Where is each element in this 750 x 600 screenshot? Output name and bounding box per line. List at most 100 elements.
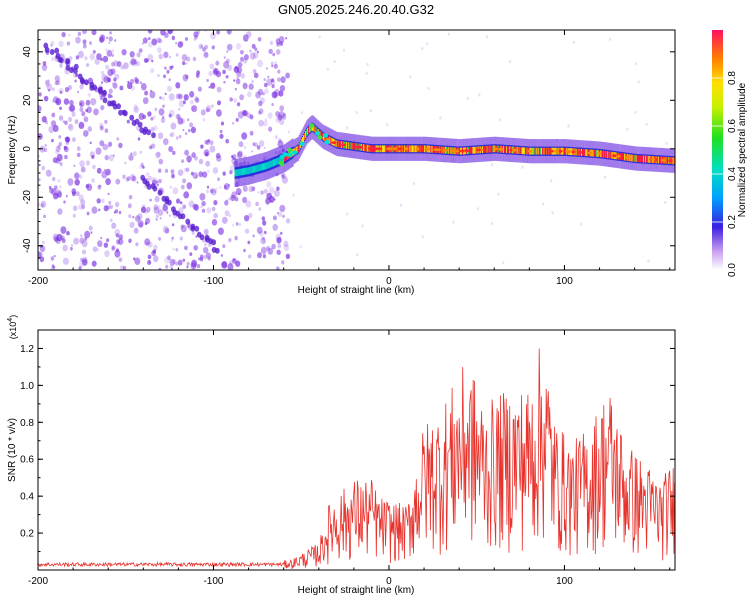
noise-point-faint [355,110,358,115]
trace-band [281,155,284,163]
noise-point [166,69,170,74]
noise-point [209,188,214,194]
noise-point [282,214,285,218]
noise-point [151,38,158,46]
trace-onset-blob [278,160,284,166]
noise-point [217,100,221,106]
noise-point [115,233,120,238]
noise-point [147,111,152,117]
noise-point [242,110,248,117]
noise-point [186,261,190,266]
trace-band [276,158,279,165]
trace-band [604,150,606,158]
streak-point [166,199,172,206]
noise-point [198,171,204,178]
noise-point [263,240,266,244]
trace-band [593,149,595,157]
noise-point [168,113,172,118]
trace-band [492,145,494,153]
noise-point [283,113,286,116]
noise-point [176,114,181,120]
trace-band [646,155,648,163]
noise-point [171,173,175,179]
noise-point [103,242,109,248]
noise-point-faint [365,71,368,75]
streak-point [146,183,152,190]
noise-point [129,174,136,181]
noise-point [183,94,189,101]
trace-band [367,144,369,152]
noise-point [192,172,198,180]
noise-point [277,114,283,121]
trace-band [583,149,585,156]
noise-point [93,108,99,116]
noise-point [130,58,137,66]
noise-point [175,113,180,119]
trace-band [250,166,252,174]
streak-point [92,84,98,91]
noise-point [51,138,54,143]
trace-band [582,149,584,156]
svg-text:(x104): (x104) [7,315,18,339]
noise-point [59,106,62,111]
noise-point [101,35,104,39]
noise-point-faint [502,261,505,265]
noise-point [96,198,101,204]
noise-point [286,218,291,224]
noise-point-faint [366,62,369,66]
noise-point [194,35,199,40]
trace-band [540,147,543,155]
noise-point [55,145,61,153]
noise-point [276,42,280,47]
noise-point [215,187,218,190]
noise-point [276,237,282,244]
noise-point [105,48,108,51]
noise-point [275,111,280,117]
noise-point [45,120,49,125]
noise-point [57,208,63,215]
trace-band [383,145,385,153]
noise-point [41,165,45,171]
noise-point [232,223,235,227]
noise-point [104,154,109,161]
trace-band [346,141,348,149]
noise-point [195,73,200,78]
trace-band [658,156,661,164]
noise-point [210,32,217,40]
noise-point [161,96,165,101]
trace-band [270,160,272,168]
noise-point [116,137,120,141]
noise-point [281,260,285,265]
noise-point-faint [427,86,430,90]
noise-point [116,61,122,67]
noise-point [140,162,144,167]
noise-point [98,184,101,188]
trace-band [385,145,387,153]
noise-point [45,79,50,85]
noise-point [79,84,84,90]
noise-point [59,90,63,94]
noise-point [281,174,285,178]
trace-band [337,140,340,148]
trace-band [576,148,579,156]
noise-point [204,51,209,58]
noise-point-faint [342,48,346,52]
noise-point [251,43,256,49]
noise-point [280,231,283,235]
noise-point [89,41,92,45]
noise-point [183,167,187,172]
spectrogram-x-ticks: -200 -100 0 100 [28,30,671,287]
noise-point [82,249,86,255]
snr-multiplier-close: ) [8,315,18,318]
streak-point [157,189,163,196]
noise-point [184,245,188,251]
noise-point [45,169,52,177]
noise-point [209,63,215,70]
noise-point [58,115,64,121]
noise-point [175,53,179,57]
noise-point [137,213,143,221]
noise-point [203,246,209,254]
noise-point [42,240,45,245]
streak-point [116,103,121,110]
noise-point [206,189,209,194]
